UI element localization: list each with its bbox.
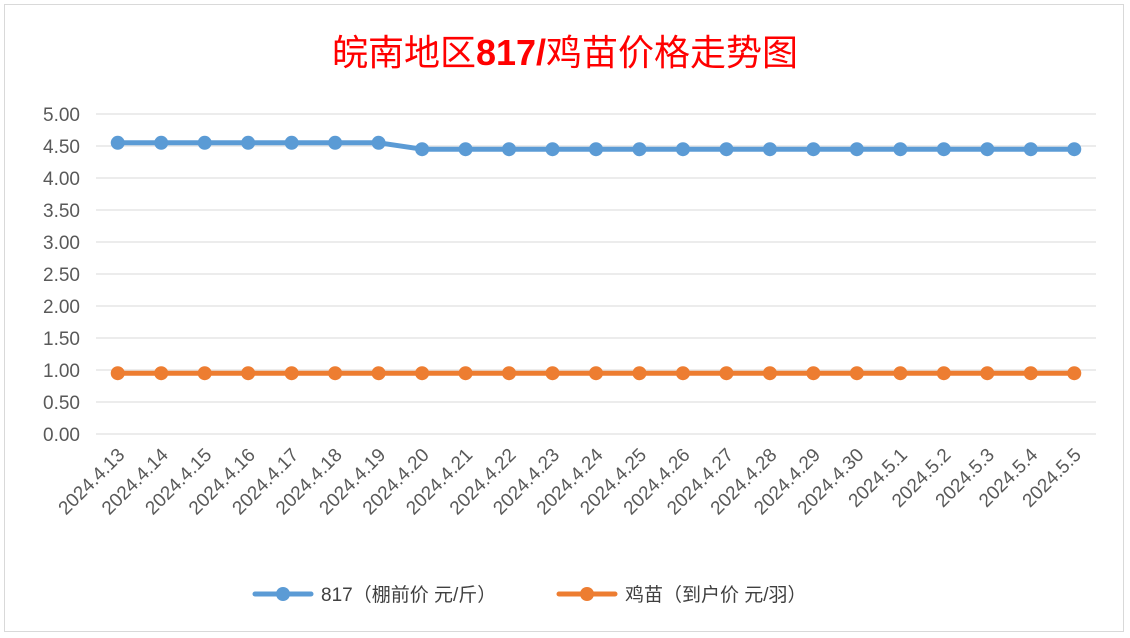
data-point bbox=[719, 142, 734, 157]
legend-label: 817（棚前价 元/斤） bbox=[321, 584, 496, 606]
data-point bbox=[154, 366, 169, 381]
y-tick-label: 1.00 bbox=[43, 361, 80, 382]
legend: 817（棚前价 元/斤） 鸡苗（到户价 元/羽） bbox=[252, 584, 807, 606]
chart-title-part: 皖南地区 bbox=[332, 33, 476, 74]
data-point bbox=[502, 366, 517, 381]
x-axis-ticks: 2024.4.132024.4.142024.4.152024.4.162024… bbox=[55, 444, 1086, 519]
data-point bbox=[371, 135, 386, 150]
data-point bbox=[328, 366, 343, 381]
y-tick-label: 3.00 bbox=[43, 233, 80, 254]
data-point bbox=[545, 142, 560, 157]
data-point bbox=[849, 142, 864, 157]
data-point bbox=[1067, 142, 1082, 157]
legend-label: 鸡苗（到户价 元/羽） bbox=[625, 584, 807, 606]
chart-frame: 皖南地区817/鸡苗价格走势图 0.00 0.50 1.00 1.50 2.00 2.50… bbox=[4, 4, 1124, 632]
legend-swatch-marker bbox=[276, 587, 290, 601]
y-tick-label: 4.00 bbox=[43, 169, 80, 190]
y-tick-label: 2.00 bbox=[43, 297, 80, 318]
data-point bbox=[589, 142, 603, 157]
data-point bbox=[284, 135, 299, 150]
y-tick-label: 4.50 bbox=[43, 137, 80, 158]
data-point bbox=[241, 366, 256, 381]
legend-item: 鸡苗（到户价 元/羽） bbox=[556, 584, 807, 606]
legend-item: 817（棚前价 元/斤） bbox=[252, 584, 496, 606]
data-point bbox=[284, 366, 299, 381]
data-point bbox=[719, 366, 734, 381]
y-tick-label: 0.50 bbox=[43, 393, 80, 414]
data-point bbox=[632, 366, 647, 381]
chart-title-part: 鸡苗价格走势图 bbox=[546, 33, 798, 74]
data-point bbox=[980, 142, 995, 157]
data-point bbox=[110, 366, 125, 381]
y-tick-label: 5.00 bbox=[43, 105, 80, 126]
data-point bbox=[632, 142, 647, 157]
data-point bbox=[502, 142, 517, 157]
line-chart: 皖南地区817/鸡苗价格走势图 0.00 0.50 1.00 1.50 2.00 2.50… bbox=[43, 32, 1096, 606]
data-point bbox=[197, 366, 212, 381]
y-tick-label: 3.50 bbox=[43, 201, 80, 222]
data-point bbox=[936, 366, 951, 381]
data-point bbox=[980, 366, 995, 381]
data-point bbox=[806, 142, 821, 157]
data-point bbox=[371, 366, 386, 381]
chart-title: 皖南地区817/鸡苗价格走势图 bbox=[332, 32, 798, 74]
data-point bbox=[1023, 142, 1038, 157]
data-point bbox=[328, 135, 343, 150]
chart-title-part: 817/ bbox=[476, 32, 546, 73]
data-point bbox=[675, 142, 690, 157]
y-tick-label: 1.50 bbox=[43, 329, 80, 350]
legend-swatch-marker bbox=[580, 587, 594, 601]
data-point bbox=[154, 135, 169, 150]
data-point bbox=[762, 142, 777, 157]
data-point bbox=[1023, 366, 1038, 381]
data-point bbox=[197, 135, 212, 150]
data-point bbox=[893, 142, 908, 157]
data-point bbox=[806, 366, 821, 381]
series-layer bbox=[110, 135, 1082, 381]
gridlines bbox=[96, 113, 1096, 435]
data-point bbox=[936, 142, 951, 157]
series-2 bbox=[110, 366, 1082, 381]
data-point bbox=[241, 135, 256, 150]
data-point bbox=[893, 366, 908, 381]
data-point bbox=[458, 366, 473, 381]
data-point bbox=[675, 366, 690, 381]
data-point bbox=[545, 366, 560, 381]
y-tick-label: 2.50 bbox=[43, 265, 80, 286]
data-point bbox=[762, 366, 777, 381]
data-point bbox=[415, 366, 430, 381]
series-1 bbox=[110, 135, 1082, 157]
data-point bbox=[458, 142, 473, 157]
data-point bbox=[110, 135, 125, 150]
data-point bbox=[1067, 366, 1082, 381]
y-tick-label: 0.00 bbox=[43, 425, 80, 446]
data-point bbox=[415, 142, 430, 157]
data-point bbox=[589, 366, 603, 381]
data-point bbox=[849, 366, 864, 381]
y-axis-ticks: 0.00 0.50 1.00 1.50 2.00 2.50 3.00 3.50 4.00 4.50… bbox=[43, 105, 80, 446]
